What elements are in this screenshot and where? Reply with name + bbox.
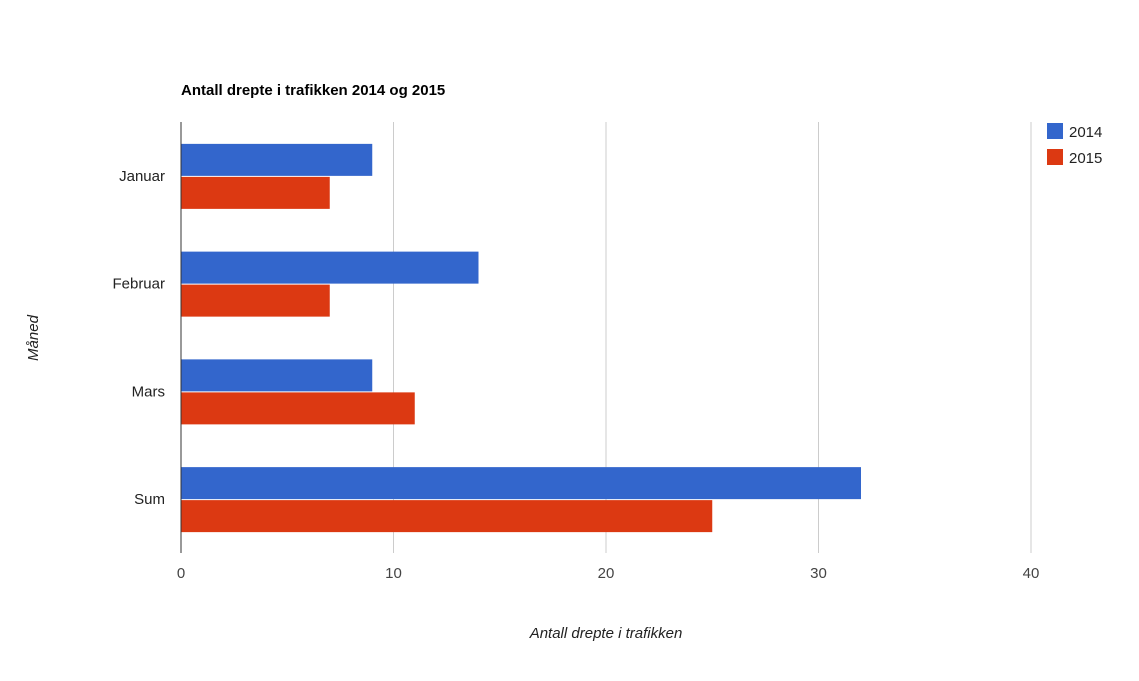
- category-label: Mars: [132, 383, 165, 400]
- x-tick-labels: 0 10 20 30 40: [177, 565, 1040, 582]
- legend: 2014 2015: [1047, 123, 1102, 167]
- category-label: Januar: [119, 168, 165, 185]
- bar-2015-februar: [181, 284, 330, 317]
- bar-2014-sum: [181, 467, 861, 500]
- category-label: Februar: [112, 276, 165, 293]
- x-tick-label: 40: [1023, 565, 1040, 582]
- legend-label: 2014: [1069, 124, 1102, 141]
- x-tick-label: 10: [385, 565, 402, 582]
- bar-2015-mars: [181, 392, 415, 425]
- bars: [181, 143, 861, 533]
- y-axis-title: Måned: [25, 314, 42, 361]
- x-tick-label: 20: [598, 565, 615, 582]
- x-tick-label: 30: [810, 565, 827, 582]
- legend-swatch: [1047, 149, 1063, 165]
- chart-title: Antall drepte i trafikken 2014 og 2015: [181, 82, 445, 99]
- bar-2014-mars: [181, 359, 373, 392]
- category-labels: Januar Februar Mars Sum: [112, 168, 165, 508]
- bar-2015-januar: [181, 176, 330, 209]
- bar-2014-februar: [181, 251, 479, 284]
- legend-swatch: [1047, 123, 1063, 139]
- bar-2014-januar: [181, 143, 373, 176]
- bar-2015-sum: [181, 500, 713, 533]
- x-tick-label: 0: [177, 565, 185, 582]
- category-label: Sum: [134, 491, 165, 508]
- legend-label: 2015: [1069, 150, 1102, 167]
- x-axis-title: Antall drepte i trafikken: [529, 625, 683, 642]
